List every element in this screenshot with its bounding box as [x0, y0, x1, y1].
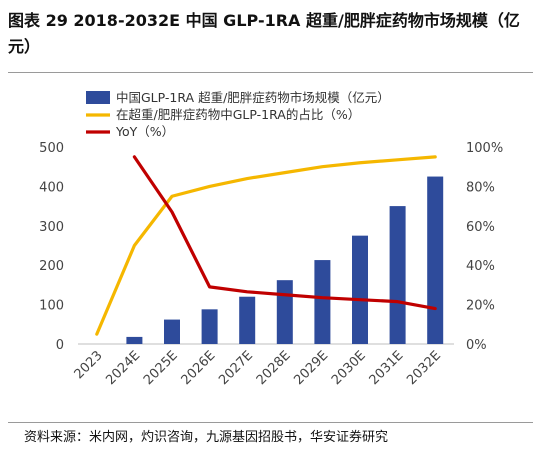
bottom-divider [8, 422, 533, 423]
right-axis-tick-label: 40% [466, 259, 495, 274]
legend-label: YoY（%） [115, 124, 174, 139]
bar [352, 235, 368, 344]
x-axis-tick-label: 2028E [254, 348, 294, 388]
bar-series [126, 176, 444, 344]
x-axis-tick-label: 2026E [179, 348, 219, 388]
right-axis-tick-label: 20% [466, 299, 495, 314]
bar [239, 296, 256, 344]
left-axis-tick-label: 200 [39, 259, 64, 274]
bar [126, 336, 143, 344]
x-axis-tick-label: 2029E [291, 348, 331, 388]
left-axis-tick-label: 0 [56, 338, 64, 353]
left-axis-tick-label: 400 [39, 180, 64, 195]
chart-title: 图表 29 2018-2032E 中国 GLP-1RA 超重/肥胖症药物市场规模… [8, 11, 520, 56]
legend: 中国GLP-1RA 超重/肥胖症药物市场规模（亿元） 在超重/肥胖症药物中GLP-… [86, 90, 390, 139]
bar [389, 206, 406, 344]
right-axis-tick-label: 60% [466, 220, 495, 235]
x-axis-tick-label: 2031E [367, 348, 407, 388]
legend-swatch-bar [86, 91, 110, 104]
right-axis-tick-label: 0% [466, 338, 487, 353]
legend-label: 在超重/肥胖症药物中GLP-1RA的占比（%） [116, 107, 360, 122]
top-divider [8, 72, 533, 73]
share-line [95, 155, 437, 336]
left-axis-tick-label: 500 [39, 141, 64, 156]
x-axis-tick-label: 2027E [216, 348, 256, 388]
legend-label: 中国GLP-1RA 超重/肥胖症药物市场规模（亿元） [116, 90, 390, 105]
x-axis-tick-label: 2024E [103, 348, 143, 388]
right-axis-tick-label: 100% [466, 141, 503, 156]
yoy-line [132, 155, 437, 311]
left-axis-tick-label: 300 [39, 220, 64, 235]
x-axis-tick-label: 2025E [141, 348, 181, 388]
source-note: 资料来源：米内网，灼识咨询，九源基因招股书，华安证券研究 [24, 430, 389, 445]
x-axis-tick-label: 2030E [329, 348, 369, 388]
right-axis-tick-label: 80% [466, 180, 495, 195]
bar [276, 280, 293, 344]
bar [427, 176, 444, 344]
line-series [95, 155, 437, 336]
left-axis-tick-label: 100 [39, 299, 64, 314]
bar [314, 260, 331, 344]
bar [164, 319, 180, 344]
x-axis-tick-label: 2023 [72, 348, 106, 382]
bar [201, 309, 218, 344]
x-axis-tick-label: 2032E [404, 348, 444, 388]
